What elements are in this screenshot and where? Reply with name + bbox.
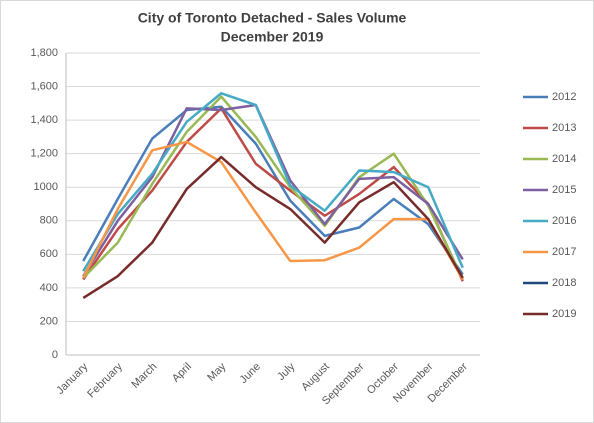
y-tick-label: 1,800: [30, 47, 58, 59]
y-tick-label: 1000: [34, 181, 58, 193]
series-line: [82, 105, 464, 276]
series-line: [82, 155, 464, 300]
legend-label: 2012: [552, 91, 576, 103]
y-tick-label: 600: [40, 248, 58, 260]
y-tick-label: 200: [40, 315, 58, 327]
y-tick-label: 400: [40, 282, 58, 294]
legend-label: 2015: [552, 184, 576, 196]
legend-label: 2014: [552, 153, 576, 165]
legend-label: 2016: [552, 215, 576, 227]
y-tick-label: 1,600: [30, 80, 58, 92]
series-line: [82, 107, 464, 282]
y-tick-label: 800: [40, 215, 58, 227]
chart-subtitle: December 2019: [221, 29, 324, 45]
legend-label: 2013: [552, 122, 576, 134]
legend-label: 2018: [552, 277, 576, 289]
series-line: [82, 95, 464, 281]
series-line: [82, 140, 464, 281]
legend-label: 2017: [552, 246, 576, 258]
y-tick-label: 0: [52, 349, 58, 361]
chart-title: City of Toronto Detached - Sales Volume: [138, 10, 407, 26]
y-tick-label: 1,400: [30, 114, 58, 126]
legend-label: 2019: [552, 308, 576, 320]
y-tick-label: 1,200: [30, 148, 58, 160]
series-line: [82, 92, 464, 272]
